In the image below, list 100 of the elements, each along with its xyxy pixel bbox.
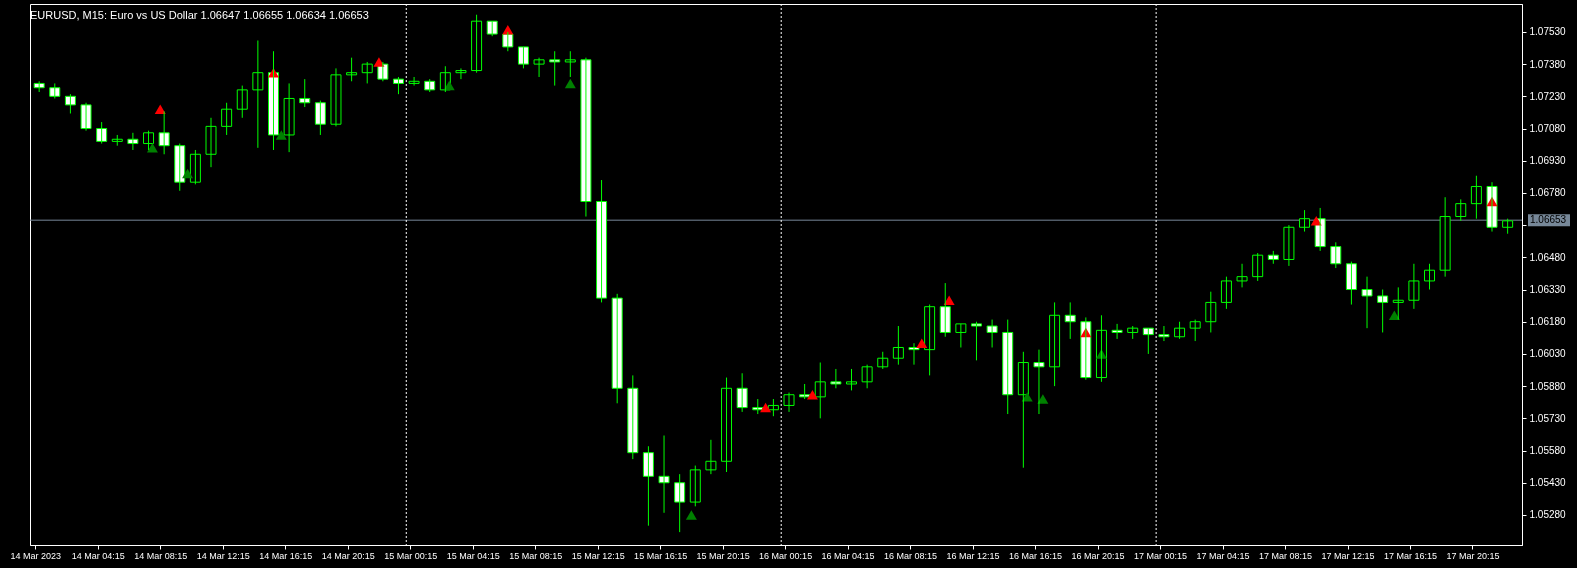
y-tick-label: 1.05580 (1529, 445, 1567, 457)
point (182, 168, 194, 179)
candlestick (627, 374, 639, 460)
candlestick (1345, 261, 1357, 306)
candlestick (1502, 218, 1514, 235)
y-tick-label: 1.06030 (1529, 348, 1567, 360)
candlestick (158, 110, 170, 155)
candlestick (642, 445, 654, 527)
candlestick (1220, 276, 1232, 310)
y-tick-label: 1.05430 (1529, 477, 1567, 489)
candlestick (596, 179, 608, 303)
candlestick (424, 78, 436, 93)
candlestick (611, 293, 623, 404)
candlestick (361, 61, 373, 84)
candlestick (1299, 209, 1311, 233)
candlestick (783, 392, 795, 413)
candlestick (1361, 276, 1373, 329)
x-tick-label: 14 Mar 16:15 (259, 550, 313, 561)
x-tick-label: 17 Mar 20:15 (1446, 550, 1500, 561)
point (685, 510, 697, 520)
x-tick-label: 15 Mar 16:15 (634, 550, 688, 561)
candlestick (486, 20, 498, 37)
point (1388, 310, 1400, 321)
point (373, 57, 385, 67)
x-tick-label: 16 Mar 16:15 (1009, 550, 1063, 561)
y-tick-label: 1.06480 (1529, 251, 1567, 263)
x-tick-label: 14 Mar 2023 (10, 550, 62, 561)
candlestick (221, 102, 233, 136)
candlestick (1408, 263, 1420, 310)
candlestick (1283, 224, 1295, 267)
x-tick-label: 15 Mar 12:15 (571, 550, 625, 561)
candlestick (80, 102, 92, 132)
x-tick-label: 16 Mar 04:15 (821, 550, 875, 561)
candlestick (392, 76, 404, 95)
chart-title: EURUSD, M15: Euro vs US Dollar 1.06647 1.06655 1.06634 1.06653 (29, 8, 369, 21)
candlestick (1424, 263, 1436, 291)
point (1021, 392, 1033, 402)
x-tick-label: 14 Mar 04:15 (71, 550, 125, 561)
x-tick-label: 14 Mar 20:15 (321, 550, 375, 561)
point (275, 130, 287, 140)
y-tick-label: 1.06180 (1529, 316, 1567, 328)
candlestick (549, 50, 561, 87)
candlestick (861, 364, 873, 389)
candlestick (1377, 289, 1389, 333)
candlestick (721, 377, 733, 473)
x-tick-label: 17 Mar 00:15 (1134, 550, 1188, 561)
point (943, 295, 955, 305)
candlestick (846, 368, 858, 391)
candlestick (939, 282, 951, 338)
point (1310, 216, 1322, 226)
candlestick (705, 439, 717, 475)
y-tick-label: 1.07230 (1529, 90, 1567, 102)
candlestick (1455, 198, 1467, 222)
x-tick-label: 16 Mar 08:15 (884, 550, 938, 561)
candlestick (970, 321, 982, 361)
point (564, 78, 576, 89)
x-tick-label: 14 Mar 08:15 (134, 550, 188, 561)
candlestick (674, 473, 686, 533)
candlestick (1236, 263, 1248, 288)
candlestick (1049, 301, 1061, 387)
candlestick (205, 117, 217, 168)
x-tick-label: 16 Mar 12:15 (946, 550, 1000, 561)
x-tick-label: 16 Mar 00:15 (759, 550, 813, 561)
y-tick-label: 1.05730 (1529, 412, 1567, 424)
x-tick-label: 17 Mar 16:15 (1383, 550, 1438, 561)
y-tick-label: 1.07530 (1529, 26, 1567, 38)
x-tick-label: 17 Mar 12:15 (1321, 550, 1375, 561)
x-tick-label: 16 Mar 20:15 (1071, 550, 1125, 561)
candlestick (1205, 291, 1217, 333)
candlestick (799, 383, 811, 400)
candlestick (955, 323, 967, 348)
candlestick (283, 82, 295, 153)
y-tick-label: 1.05280 (1529, 509, 1567, 521)
candlestick (830, 368, 842, 389)
candlestick (49, 82, 61, 99)
candlestick (533, 57, 545, 78)
x-tick-label: 15 Mar 04:15 (446, 550, 500, 561)
candlestick (1439, 196, 1451, 278)
candlestick (174, 143, 186, 192)
candlestick (471, 14, 483, 74)
point (916, 338, 928, 348)
y-tick-label: 1.06780 (1529, 187, 1567, 199)
candlestick (689, 465, 701, 507)
y-tick-label: 1.05880 (1529, 380, 1567, 392)
candlestick (252, 40, 264, 149)
candlestick (1189, 319, 1201, 342)
candlestick (1330, 241, 1342, 269)
candlestick (517, 46, 529, 69)
y-tick-label: 1.06330 (1529, 284, 1567, 296)
candlestick (736, 372, 748, 413)
candlestick (96, 121, 108, 145)
candlestick (1002, 319, 1014, 415)
candlestick (986, 319, 998, 348)
x-tick-label: 17 Mar 04:15 (1196, 550, 1250, 561)
candlestick (143, 130, 155, 151)
candlestick (64, 93, 76, 114)
candlestick (580, 57, 592, 218)
point (146, 143, 158, 153)
x-tick-label: 17 Mar 08:15 (1258, 550, 1313, 561)
x-tick-label: 14 Mar 12:15 (196, 550, 250, 561)
